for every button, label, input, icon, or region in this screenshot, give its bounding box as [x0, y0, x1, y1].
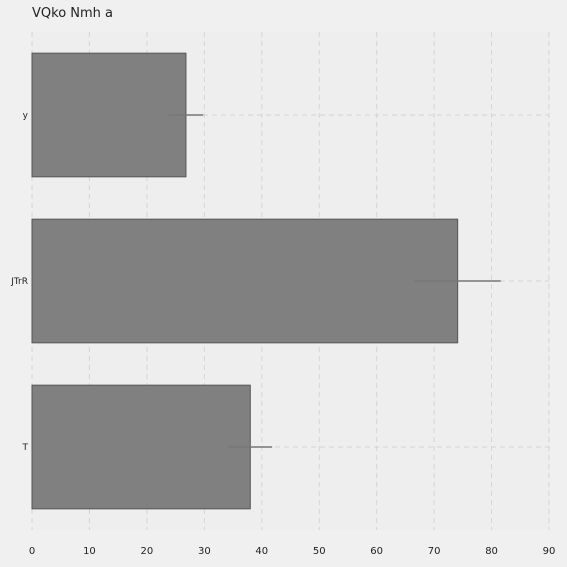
x-tick-label: 30	[198, 546, 211, 557]
chart-title: VQko Nmh a	[32, 6, 114, 21]
y-axis-labels: y JTrR T	[10, 111, 28, 453]
x-tick-label: 40	[255, 546, 268, 557]
x-tick-label: 10	[83, 546, 96, 557]
x-tick-label: 70	[428, 546, 441, 557]
x-tick-label: 90	[543, 546, 556, 557]
category-label: y	[23, 111, 29, 121]
bar	[31, 384, 251, 510]
category-label: T	[22, 443, 29, 453]
x-axis-ticks: 0 10 20 30 40 50 60 70 80 90	[29, 546, 556, 557]
error-bars	[168, 114, 501, 448]
bars	[31, 52, 459, 510]
x-tick-label: 60	[370, 546, 383, 557]
x-tick-label: 0	[29, 546, 35, 557]
x-tick-label: 50	[313, 546, 326, 557]
category-label: JTrR	[10, 277, 28, 287]
bar	[31, 218, 459, 344]
x-tick-label: 80	[485, 546, 498, 557]
x-tick-label: 20	[141, 546, 154, 557]
bar	[31, 52, 187, 178]
